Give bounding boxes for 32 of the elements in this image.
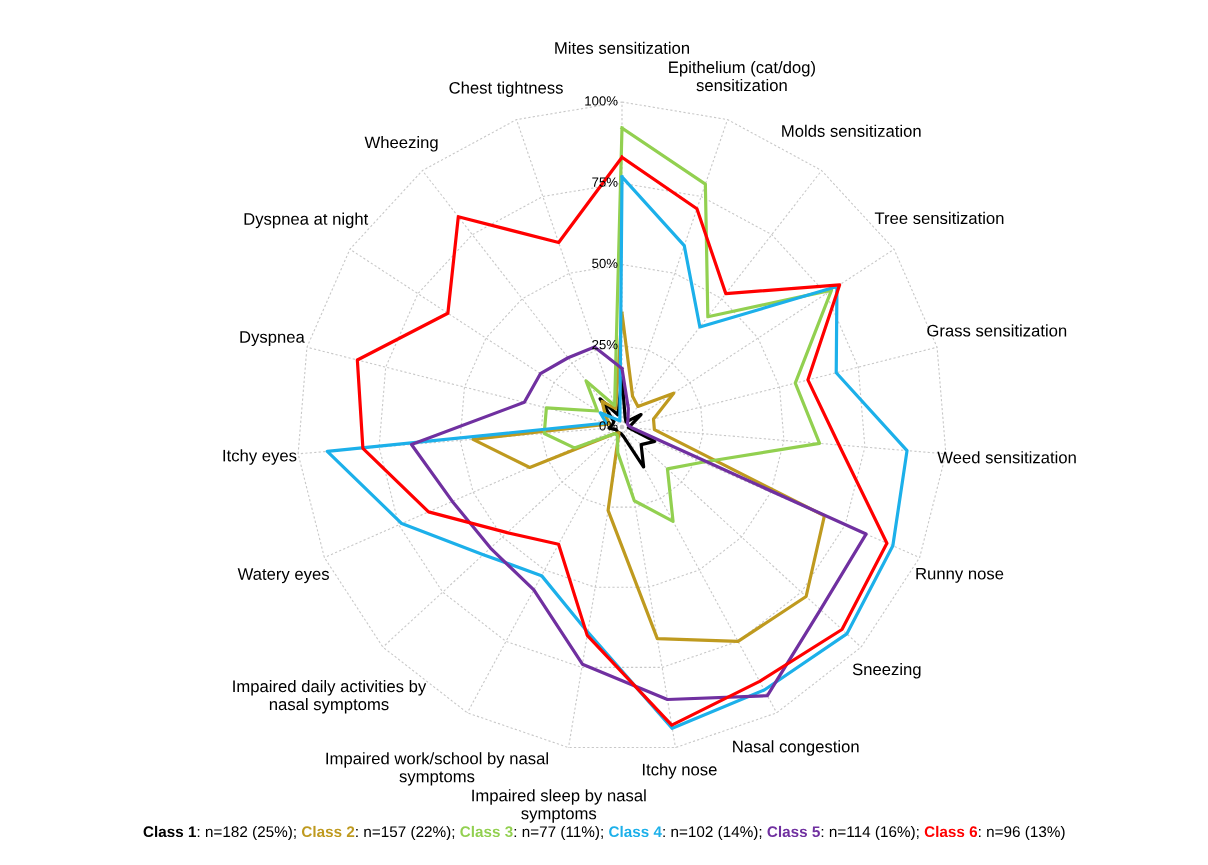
spoke-label: Chest tightness [449, 81, 563, 97]
spoke-label: Dyspnea at night [244, 212, 369, 229]
spoke-label: Wheezing [364, 136, 438, 152]
spoke-label: Itchy nose [642, 763, 717, 779]
text: Class 1 [143, 825, 197, 838]
spoke-label: Sneezing [852, 663, 921, 679]
spoke-label: Grass sensitization [927, 324, 1067, 337]
text: : n=114 (16%); [821, 825, 919, 841]
spoke-label: Itchy eyes [223, 449, 297, 465]
text: : n=102 (14%); [663, 825, 762, 841]
spoke-label: Dyspnea [240, 331, 305, 347]
spoke-label: Weed sensitization [937, 451, 1076, 464]
spoke-label: Watery eyes [237, 568, 329, 584]
y-tick-label: 100% [585, 96, 618, 106]
spoke-label: Runny nose [916, 567, 1004, 583]
spoke-label: Mites sensitization [555, 41, 689, 54]
spoke-label: Impaired daily activities by nasal symptoms [233, 680, 427, 714]
spoke-label: Molds sensitization [782, 124, 921, 137]
text: Class 5 [767, 825, 820, 838]
text: Class 4 [609, 825, 662, 838]
spoke-label: Epithelium (cat/dog) sensitization [669, 61, 815, 92]
text: : n=182 (25%); [197, 825, 296, 841]
spoke-label: Nasal congestion [733, 740, 859, 756]
text: Class 2 [301, 825, 355, 838]
spoke-label: Impaired sleep by nasal symptoms [472, 789, 646, 823]
text: : n=157 (22%); [356, 825, 455, 841]
text: : n=77 (11%); [514, 825, 603, 841]
spoke-label: Tree sensitization [874, 211, 1004, 225]
text: : n=96 (13%) [979, 825, 1065, 841]
spoke-label: Impaired work/school by nasal symptoms [326, 752, 548, 786]
text: Class 3 [460, 825, 513, 838]
text: Class 6 [924, 825, 978, 838]
